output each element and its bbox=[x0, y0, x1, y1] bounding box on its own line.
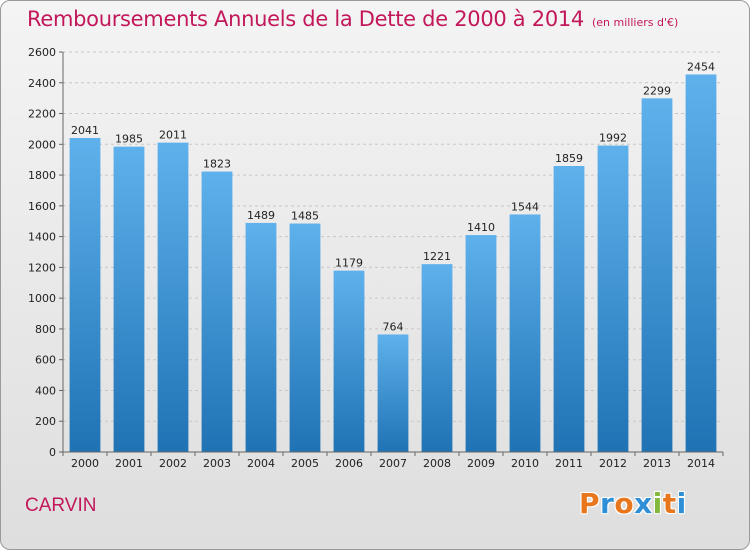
axes: 0 200 400 600 800 1000 1200 1400 1600 1800 2000 220… bbox=[28, 46, 724, 470]
bar-2009[interactable] bbox=[465, 235, 497, 452]
bar-2013[interactable] bbox=[641, 98, 673, 453]
value-label-2010: 1544 bbox=[511, 200, 539, 213]
value-label-2000: 2041 bbox=[71, 124, 99, 137]
x-tick-label-2000: 2000 bbox=[71, 457, 99, 470]
value-label-2007: 764 bbox=[383, 320, 404, 333]
value-label-2006: 1179 bbox=[335, 257, 363, 270]
y-tick-label: 600 bbox=[35, 354, 56, 367]
x-tick-label-2001: 2001 bbox=[115, 457, 143, 470]
value-label-2001: 1985 bbox=[115, 133, 143, 146]
logo-letter: o bbox=[614, 487, 635, 520]
proxiti-logo[interactable]: Proxiti bbox=[579, 487, 687, 520]
bar-2000[interactable] bbox=[69, 138, 101, 452]
x-tick-label-2006: 2006 bbox=[335, 457, 363, 470]
y-tick-label: 1200 bbox=[28, 261, 56, 274]
y-tick-label: 1000 bbox=[28, 292, 56, 305]
value-label-2012: 1992 bbox=[599, 132, 627, 145]
value-label-2013: 2299 bbox=[643, 84, 671, 97]
y-tick-label: 1800 bbox=[28, 169, 56, 182]
value-label-2005: 1485 bbox=[291, 210, 319, 223]
y-tick-label: 2400 bbox=[28, 77, 56, 90]
value-label-2008: 1221 bbox=[423, 250, 451, 263]
bar-2007[interactable] bbox=[377, 334, 409, 452]
x-tick-label-2008: 2008 bbox=[423, 457, 451, 470]
y-tick-label: 1600 bbox=[28, 200, 56, 213]
y-tick-label: 200 bbox=[35, 415, 56, 428]
bar-2008[interactable] bbox=[421, 264, 453, 452]
y-tick-label: 2600 bbox=[28, 46, 56, 59]
bar-2005[interactable] bbox=[289, 223, 321, 452]
x-tick-label-2010: 2010 bbox=[511, 457, 539, 470]
value-label-2002: 2011 bbox=[159, 129, 187, 142]
logo-letter: x bbox=[634, 487, 653, 520]
x-tick-label-2002: 2002 bbox=[159, 457, 187, 470]
y-tick-label: 800 bbox=[35, 323, 56, 336]
bar-2011[interactable] bbox=[553, 166, 585, 452]
value-label-2011: 1859 bbox=[555, 152, 583, 165]
logo-letter: P bbox=[579, 487, 601, 520]
logo-letter: r bbox=[600, 487, 615, 520]
y-tick-label: 2000 bbox=[28, 138, 56, 151]
y-tick-label: 400 bbox=[35, 384, 56, 397]
chart-title: Remboursements Annuels de la Dette de 20… bbox=[27, 7, 678, 31]
bar-2001[interactable] bbox=[113, 146, 145, 452]
bars: 2041 1985 2011 1823 1489 1485 1179 764 1221 1410 1… bbox=[69, 60, 717, 453]
y-tick-label: 2200 bbox=[28, 108, 56, 121]
value-label-2014: 2454 bbox=[687, 60, 715, 73]
x-tick-label-2014: 2014 bbox=[687, 457, 715, 470]
bar-2014[interactable] bbox=[685, 74, 717, 452]
bar-2010[interactable] bbox=[509, 214, 541, 452]
value-label-2009: 1410 bbox=[467, 221, 495, 234]
x-tick-label-2004: 2004 bbox=[247, 457, 275, 470]
commune-name: CARVIN bbox=[25, 495, 97, 516]
logo-letter: i bbox=[652, 487, 663, 520]
x-tick-label-2005: 2005 bbox=[291, 457, 319, 470]
bar-2003[interactable] bbox=[201, 171, 233, 453]
value-label-2004: 1489 bbox=[247, 209, 275, 222]
bar-2004[interactable] bbox=[245, 222, 277, 452]
chart-title-text: Remboursements Annuels de la Dette de 20… bbox=[27, 7, 584, 31]
y-tick-label: 1400 bbox=[28, 231, 56, 244]
chart-unit: (en milliers d'€) bbox=[592, 16, 679, 29]
x-tick-label-2012: 2012 bbox=[599, 457, 627, 470]
bar-2002[interactable] bbox=[157, 142, 189, 452]
logo-letter: t bbox=[662, 487, 677, 520]
value-label-2003: 1823 bbox=[203, 158, 231, 171]
x-tick-label-2009: 2009 bbox=[467, 457, 495, 470]
bar-2012[interactable] bbox=[597, 145, 629, 453]
x-tick-label-2011: 2011 bbox=[555, 457, 583, 470]
bar-2006[interactable] bbox=[333, 270, 365, 452]
x-tick-label-2007: 2007 bbox=[379, 457, 407, 470]
x-tick-label-2003: 2003 bbox=[203, 457, 231, 470]
logo-letter: i bbox=[676, 487, 687, 520]
x-tick-label-2013: 2013 bbox=[643, 457, 671, 470]
y-tick-label: 0 bbox=[49, 446, 56, 459]
